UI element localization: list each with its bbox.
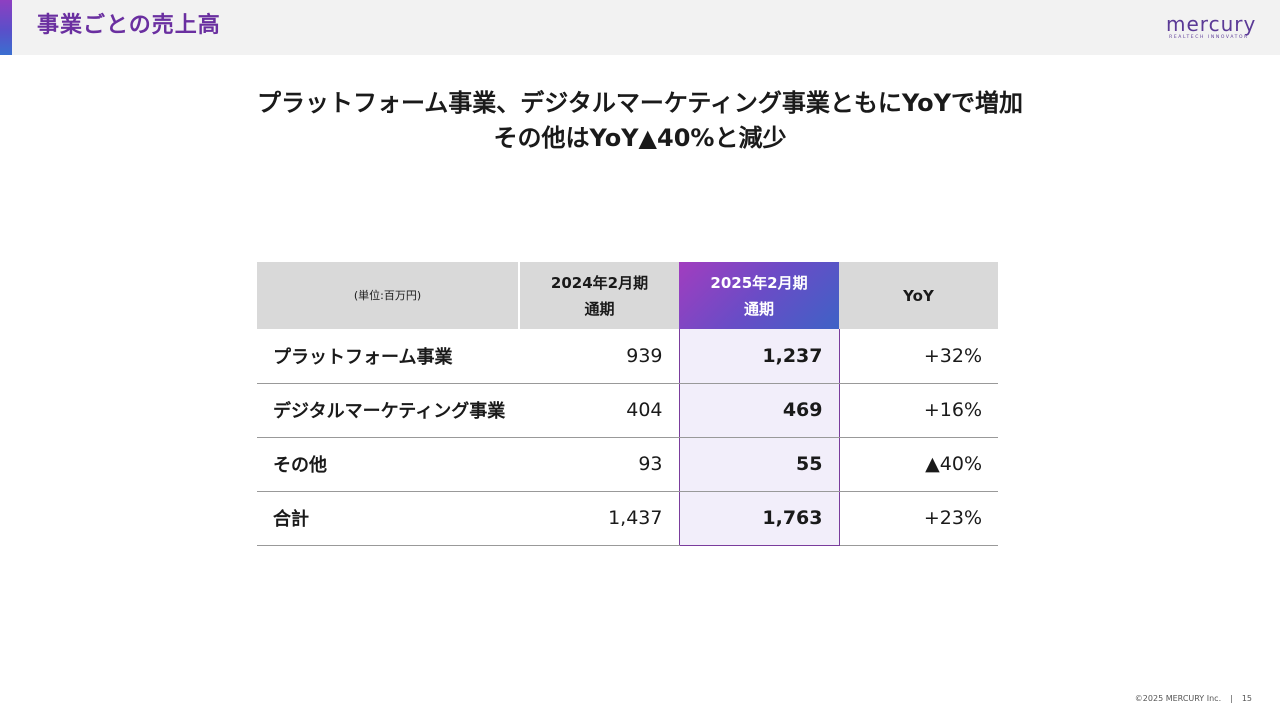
fy2025-value: 1,237 <box>678 329 840 384</box>
header-accent-bar <box>0 0 12 55</box>
row-name: 合計 <box>257 491 519 546</box>
column-header-fy2024: 2024年2月期 通期 <box>519 262 679 329</box>
logo-wordmark: mercury <box>1166 12 1257 36</box>
slide-header: 事業ごとの売上高 mercury REALTECH INNOVATOR <box>0 0 1280 55</box>
fy2024-value: 1,437 <box>519 491 679 546</box>
fy2025-value: 55 <box>678 437 840 492</box>
row-name: その他 <box>257 437 519 492</box>
mercury-logo: mercury REALTECH INNOVATOR <box>1166 12 1257 41</box>
sales-table: (単位:百万円) 2024年2月期 通期 2025年2月期 通期 YoY プラッ… <box>257 262 998 546</box>
yoy-value: +16% <box>839 383 998 438</box>
slide-title: 事業ごとの売上高 <box>37 13 221 38</box>
logo-tagline: REALTECH INNOVATOR <box>1169 35 1249 40</box>
row-name: プラットフォーム事業 <box>257 329 519 384</box>
yoy-value: +32% <box>839 329 998 384</box>
fy2025-value: 1,763 <box>678 491 840 546</box>
column-header-fy2025-line1: 2025年2月期 <box>710 273 808 292</box>
fy2024-value: 93 <box>519 437 679 492</box>
table-row: デジタルマーケティング事業 404 469 +16% <box>257 383 998 438</box>
yoy-value: +23% <box>839 491 998 546</box>
footer-separator: | <box>1230 694 1233 703</box>
headline-line-1: プラットフォーム事業、デジタルマーケティング事業ともにYoYで増加 <box>257 89 1023 117</box>
fy2024-value: 404 <box>519 383 679 438</box>
headline-line-2: その他はYoY▲40%と減少 <box>493 124 787 152</box>
table-row: その他 93 55 ▲40% <box>257 437 998 492</box>
column-header-yoy-label: YoY <box>903 286 934 305</box>
table-row: プラットフォーム事業 939 1,237 +32% <box>257 329 998 384</box>
column-header-fy2025: 2025年2月期 通期 <box>679 262 839 329</box>
table-row-total: 合計 1,437 1,763 +23% <box>257 491 998 546</box>
yoy-value: ▲40% <box>839 437 998 492</box>
fy2024-value: 939 <box>519 329 679 384</box>
copyright: ©2025 MERCURY Inc. <box>1134 694 1222 703</box>
column-header-fy2024-line1: 2024年2月期 <box>550 273 649 292</box>
column-header-fy2025-line2: 通期 <box>743 299 774 318</box>
headline: プラットフォーム事業、デジタルマーケティング事業ともにYoYで増加 その他はYo… <box>0 86 1280 156</box>
column-header-yoy: YoY <box>839 262 998 329</box>
slide-footer: ©2025 MERCURY Inc. | 15 <box>1135 694 1252 703</box>
row-name: デジタルマーケティング事業 <box>257 383 519 438</box>
unit-label: (単位:百万円) <box>257 262 520 329</box>
fy2025-value: 469 <box>678 383 840 438</box>
column-header-fy2024-line2: 通期 <box>584 299 615 318</box>
page-number: 15 <box>1241 694 1252 703</box>
table-header-row: (単位:百万円) 2024年2月期 通期 2025年2月期 通期 YoY <box>257 262 998 329</box>
